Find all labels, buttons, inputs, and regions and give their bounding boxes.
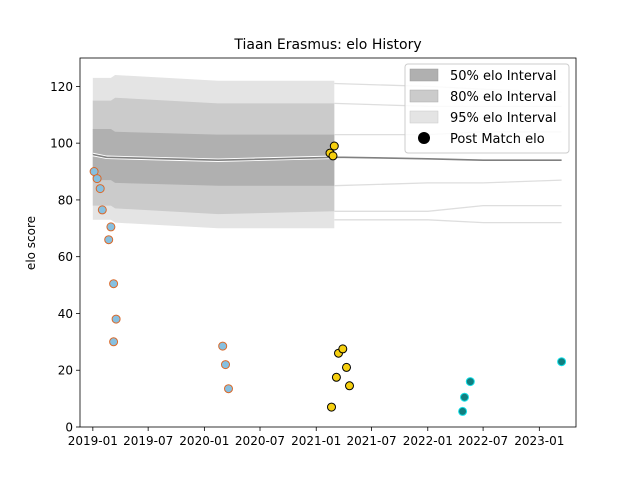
legend-label-95: 95% elo Interval — [450, 111, 557, 126]
post-match-point-s4-1 — [459, 407, 467, 415]
y-tick-label-3: 40 — [58, 307, 73, 321]
post-match-point-s4-2 — [461, 393, 469, 401]
post-match-point-s1-5 — [105, 236, 113, 244]
x-tick-label-2: 2019-07 — [123, 434, 173, 448]
legend-swatch-50 — [410, 69, 438, 81]
x-tick-label-7: 2022-01 — [403, 434, 453, 448]
y-tick-label-5: 80 — [58, 193, 73, 207]
post-match-point-s1-3 — [96, 185, 104, 193]
x-tick-label-1: 2019-01 — [68, 434, 118, 448]
post-match-point-s1-9 — [112, 315, 120, 323]
y-tick-label-7: 120 — [50, 80, 73, 94]
post-match-point-s2-3 — [225, 385, 233, 393]
post-match-point-s1-7 — [110, 280, 118, 288]
post-match-point-s1-6 — [107, 223, 115, 231]
post-match-point-s3-3 — [329, 152, 337, 160]
y-tick-label-4: 60 — [58, 250, 73, 264]
post-match-point-s1-2 — [93, 175, 101, 183]
legend-marker-post-match — [418, 132, 430, 144]
legend-label-post-match: Post Match elo — [450, 132, 545, 147]
post-match-point-s1-8 — [110, 338, 118, 346]
post-match-point-s3-9 — [346, 382, 354, 390]
y-tick-label-1: 0 — [65, 421, 73, 435]
legend-swatch-80 — [410, 90, 438, 102]
y-tick-label-6: 100 — [50, 137, 73, 151]
post-match-point-s3-2 — [328, 403, 336, 411]
post-match-point-s4-4 — [558, 358, 566, 366]
post-match-point-s4-3 — [466, 378, 474, 386]
post-match-point-s3-8 — [343, 363, 351, 371]
x-tick-label-3: 2020-01 — [179, 434, 229, 448]
legend-label-80: 80% elo Interval — [450, 90, 557, 105]
legend: 50% elo Interval 80% elo Interval 95% el… — [405, 64, 569, 153]
x-tick-label-5: 2021-01 — [291, 434, 341, 448]
post-match-point-s1-4 — [98, 206, 106, 214]
x-tick-label-8: 2022-07 — [458, 434, 508, 448]
post-match-point-s3-5 — [332, 373, 340, 381]
post-match-point-s3-7 — [339, 345, 347, 353]
x-tick-label-6: 2021-07 — [346, 434, 396, 448]
y-axis-label: elo score — [24, 216, 38, 270]
post-match-point-s3-4 — [330, 142, 338, 150]
x-tick-label-9: 2023-01 — [514, 434, 564, 448]
x-tick-label-4: 2020-07 — [235, 434, 285, 448]
post-match-point-s2-1 — [219, 342, 227, 350]
post-match-point-s2-2 — [222, 361, 230, 369]
legend-swatch-95 — [410, 111, 438, 123]
legend-label-50: 50% elo Interval — [450, 69, 557, 84]
chart-title: Tiaan Erasmus: elo History — [233, 37, 421, 53]
y-tick-label-2: 20 — [58, 364, 73, 378]
